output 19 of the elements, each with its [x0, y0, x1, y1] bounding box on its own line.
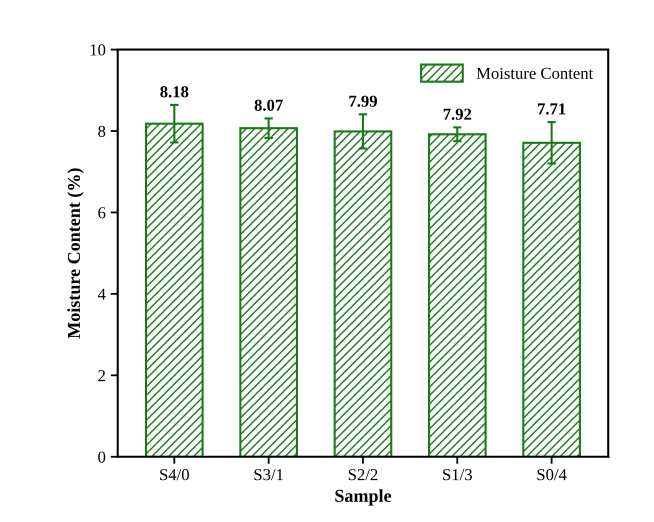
data-label: 7.71 — [538, 103, 566, 115]
y-tick-label: 0 — [98, 451, 106, 463]
x-tick-label: S4/0 — [160, 469, 189, 480]
x-axis-title: Sample — [335, 489, 392, 506]
data-label: 8.18 — [160, 86, 188, 98]
legend-label: Moisture Content — [476, 68, 594, 79]
x-tick-label: S2/2 — [348, 469, 378, 480]
x-tick-label: S0/4 — [537, 469, 567, 480]
data-label: 7.99 — [349, 96, 377, 107]
y-tick-label: 2 — [98, 370, 105, 382]
data-label: 7.92 — [444, 108, 472, 120]
x-tick-label: S1/3 — [443, 469, 472, 480]
y-axis-title: Moisture Content (%) — [67, 168, 84, 338]
y-tick-label: 6 — [98, 207, 106, 218]
data-label: 8.07 — [254, 100, 283, 111]
y-tick-label: 10 — [90, 44, 106, 56]
y-tick-label: 8 — [98, 126, 106, 137]
y-tick-label: 4 — [98, 288, 106, 300]
x-tick-label: S3/1 — [254, 469, 283, 480]
